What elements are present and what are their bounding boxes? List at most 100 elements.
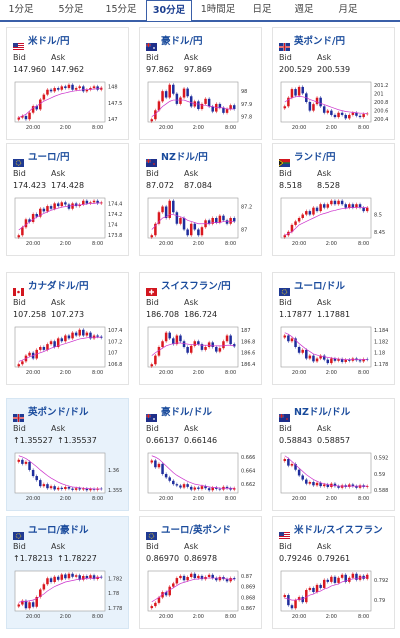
card-title[interactable]: ユーロ/豪ドル (13, 523, 89, 540)
rate-card[interactable]: カナダドル/円 Bid Ask 107.258 107.273 107.4 107.2 107… (6, 272, 129, 385)
candle-body (82, 200, 85, 205)
moving-average-line (151, 99, 235, 117)
candle-body (340, 485, 344, 488)
candle-body (164, 592, 168, 596)
candle-body (150, 606, 154, 609)
candle-body (89, 332, 92, 339)
candlestick-chart[interactable]: 87.2 87 20:00 2:00 8:00 (146, 195, 258, 251)
candlestick-chart[interactable]: 107.4 107.2 107 106.8 20:00 2:00 8:00 (13, 324, 125, 380)
rate-card[interactable]: 豪ドル/ドル Bid Ask 0.66137 0.66146 0.666 0.664 0.66… (139, 398, 262, 511)
candlestick-chart[interactable]: 8.5 8.45 20:00 2:00 8:00 (279, 195, 391, 251)
candle-body (53, 203, 56, 209)
card-title[interactable]: NZドル/ドル (279, 405, 351, 422)
card-title[interactable]: ユーロ/英ポンド (146, 523, 231, 540)
card-title[interactable]: 豪ドル/円 (146, 34, 203, 51)
tab-monthly[interactable]: 月足 (338, 4, 358, 15)
candle-body (200, 575, 204, 580)
candlestick-chart[interactable]: 98 97.9 97.8 20:00 2:00 8:00 (146, 79, 258, 135)
tab-5min[interactable]: 5分足 (58, 4, 84, 15)
candlestick-chart[interactable]: 187 186.8 186.6 186.4 20:00 2:00 8:00 (146, 324, 258, 380)
currency-pair-name[interactable]: 米ドル/スイスフラン (294, 525, 383, 536)
bid-value: 0.79246 (279, 554, 312, 563)
currency-pair-name[interactable]: 英ポンド/ドル (28, 407, 89, 418)
candle-body (215, 487, 218, 489)
currency-pair-name[interactable]: ユーロ/ドル (294, 281, 345, 292)
currency-pair-name[interactable]: ユーロ/英ポンド (161, 525, 231, 536)
currency-pair-name[interactable]: ユーロ/円 (28, 152, 70, 163)
candle-body (294, 221, 297, 225)
currency-pair-name[interactable]: 英ポンド/円 (294, 36, 345, 47)
card-title[interactable]: ユーロ/円 (13, 150, 70, 167)
candle-body (333, 200, 337, 205)
card-title[interactable]: ユーロ/ドル (279, 279, 345, 296)
candle-body (154, 355, 157, 365)
card-title[interactable]: 豪ドル/ドル (146, 405, 212, 422)
candle-body (42, 347, 46, 350)
ask-label: Ask (184, 542, 199, 551)
card-title[interactable]: 英ポンド/円 (279, 34, 345, 51)
y-tick-label: 0.662 (241, 482, 255, 488)
candlestick-chart[interactable]: 201.2 201 200.8 200.6 200.4 20:00 2:00 8:00 (279, 79, 391, 135)
candle-body (35, 106, 38, 110)
candlestick-chart[interactable]: 0.87 0.869 0.868 0.867 20:00 2:00 8:00 (146, 568, 258, 624)
rate-card[interactable]: ユーロ/円 Bid Ask 174.423 174.428 174.4 174.2 174 17… (6, 143, 129, 256)
tab-15min[interactable]: 15分足 (105, 4, 137, 15)
candlestick-chart[interactable]: 1.184 1.182 1.18 1.178 20:00 2:00 8:00 (279, 324, 391, 380)
candle-body (200, 227, 204, 236)
currency-pair-name[interactable]: ランド/円 (294, 152, 336, 163)
currency-pair-name[interactable]: 豪ドル/円 (161, 36, 203, 47)
rate-card[interactable]: ユーロ/英ポンド Bid Ask 0.86970 0.86978 0.87 0.869 0.8… (139, 516, 262, 629)
card-title[interactable]: スイスフラン/円 (146, 279, 231, 296)
tab-1min[interactable]: 1分足 (8, 4, 34, 15)
currency-pair-name[interactable]: NZドル/ドル (294, 407, 351, 418)
tab-weekly[interactable]: 週足 (294, 4, 314, 15)
card-title[interactable]: ランド/円 (278, 150, 336, 167)
candlestick-chart[interactable]: 0.592 0.59 0.588 20:00 2:00 8:00 (279, 450, 391, 506)
candle-body (297, 86, 301, 96)
bid-number: 8.518 (279, 181, 302, 190)
candle-body (200, 486, 204, 489)
candle-body (365, 113, 369, 115)
card-title[interactable]: 米ドル/スイスフラン (279, 523, 383, 540)
currency-pair-name[interactable]: 豪ドル/ドル (161, 407, 212, 418)
rate-card[interactable]: スイスフラン/円 Bid Ask 186.708 186.724 187 186.8 186.… (139, 272, 262, 385)
currency-pair-name[interactable]: スイスフラン/円 (161, 281, 231, 292)
currency-pair-name[interactable]: 米ドル/円 (28, 36, 70, 47)
rate-card[interactable]: ユーロ/ドル Bid Ask 1.17877 1.17881 1.184 1.182 1.18… (272, 272, 395, 385)
bid-label: Bid (146, 53, 159, 62)
candlestick-chart[interactable]: 174.4 174.2 174 173.8 20:00 2:00 8:00 (13, 195, 125, 251)
candle-body (322, 106, 326, 113)
tab-1hour[interactable]: 1時間足 (200, 4, 236, 15)
x-tick-label: 2:00 (193, 496, 204, 502)
card-title[interactable]: NZドル/円 (146, 150, 208, 167)
candle-body (351, 204, 355, 208)
candle-body (67, 84, 71, 89)
candlestick-chart[interactable]: 1.782 1.78 1.778 20:00 2:00 8:00 (13, 568, 125, 624)
currency-pair-name[interactable]: カナダドル/円 (28, 281, 89, 292)
currency-pair-name[interactable]: ユーロ/豪ドル (28, 525, 89, 536)
candlestick-chart[interactable]: 0.792 0.79 20:00 2:00 8:00 (279, 568, 391, 624)
y-tick-label: 147.5 (108, 101, 122, 107)
card-title[interactable]: 米ドル/円 (13, 34, 70, 51)
rate-card[interactable]: 英ポンド/円 Bid Ask 200.529 200.539 201.2 201 200.8 2… (272, 27, 395, 140)
candlestick-chart[interactable]: 1.36 1.355 20:00 2:00 8:00 (13, 450, 125, 506)
card-title[interactable]: 英ポンド/ドル (13, 405, 89, 422)
tab-daily[interactable]: 日足 (252, 4, 272, 15)
tab-30min[interactable]: 30分足 (146, 0, 192, 21)
x-tick-label: 20:00 (26, 370, 40, 376)
rate-card[interactable]: 豪ドル/円 Bid Ask 97.862 97.869 98 97.9 97.8 20:00 2:… (139, 27, 262, 140)
rate-card[interactable]: 米ドル/スイスフラン Bid Ask 0.79246 0.79261 0.792 0.79 2… (272, 516, 395, 629)
rate-card[interactable]: 米ドル/円 Bid Ask 147.960 147.962 148 147.5 147 20:0… (6, 27, 129, 140)
x-tick-label: 8:00 (92, 241, 103, 247)
rate-card[interactable]: 英ポンド/ドル Bid Ask ↑1.35527 ↑1.35537 1.36 1.355 20… (6, 398, 129, 511)
rate-card[interactable]: NZドル/ドル Bid Ask 0.58843 0.58857 0.592 0.59 0.58… (272, 398, 395, 511)
currency-pair-name[interactable]: NZドル/円 (161, 152, 208, 163)
rate-card[interactable]: ユーロ/豪ドル Bid Ask ↑1.78213 ↑1.78227 1.782 1.78 1.… (6, 516, 129, 629)
candlestick-chart[interactable]: 148 147.5 147 20:00 2:00 8:00 (13, 79, 125, 135)
candlestick-chart[interactable]: 0.666 0.664 0.662 20:00 2:00 8:00 (146, 450, 258, 506)
rate-card[interactable]: ランド/円 Bid Ask 8.518 8.528 8.5 8.45 20:00 2:00 8:0… (272, 143, 395, 256)
card-title[interactable]: カナダドル/円 (13, 279, 89, 296)
ask-label: Ask (317, 542, 332, 551)
rate-card[interactable]: NZドル/円 Bid Ask 87.072 87.084 87.2 87 20:00 2:00 8… (139, 143, 262, 256)
candle-body (200, 344, 204, 350)
